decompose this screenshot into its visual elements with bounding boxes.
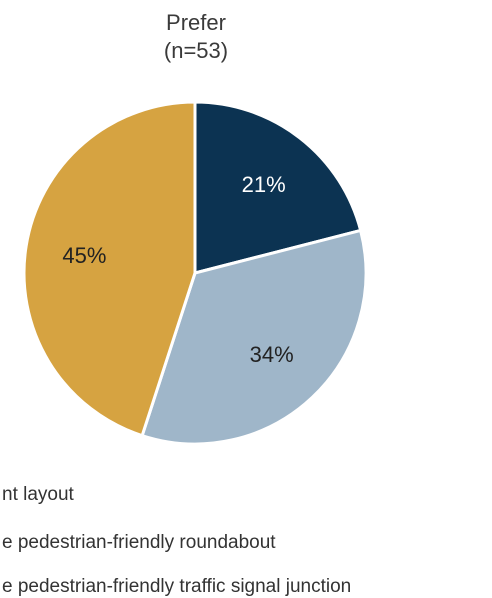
legend-label-3: e pedestrian-friendly traffic signal jun… (2, 576, 352, 597)
legend: nt layout e pedestrian-friendly roundabo… (0, 478, 492, 598)
pie-slice-label-3: 45% (62, 243, 106, 268)
pie-slice-2 (140, 228, 368, 446)
pie-slice-3 (22, 100, 197, 438)
legend-label-1: nt layout (2, 484, 74, 505)
pie-slice-label-1: 21% (242, 172, 286, 197)
chart-title-line-2: (n=53) (163, 38, 229, 63)
pie-slice-1 (193, 100, 363, 275)
legend-label-2: e pedestrian-friendly roundabout (2, 532, 276, 553)
pie-slice-label-2: 34% (250, 342, 294, 367)
legend-item-3: e pedestrian-friendly traffic signal jun… (0, 576, 351, 598)
chart-title-line-1: Prefer (166, 10, 226, 35)
pie-chart: 21% 34% 45% (22, 100, 368, 446)
legend-item-1: nt layout (0, 484, 74, 506)
legend-item-2: e pedestrian-friendly roundabout (0, 532, 276, 554)
